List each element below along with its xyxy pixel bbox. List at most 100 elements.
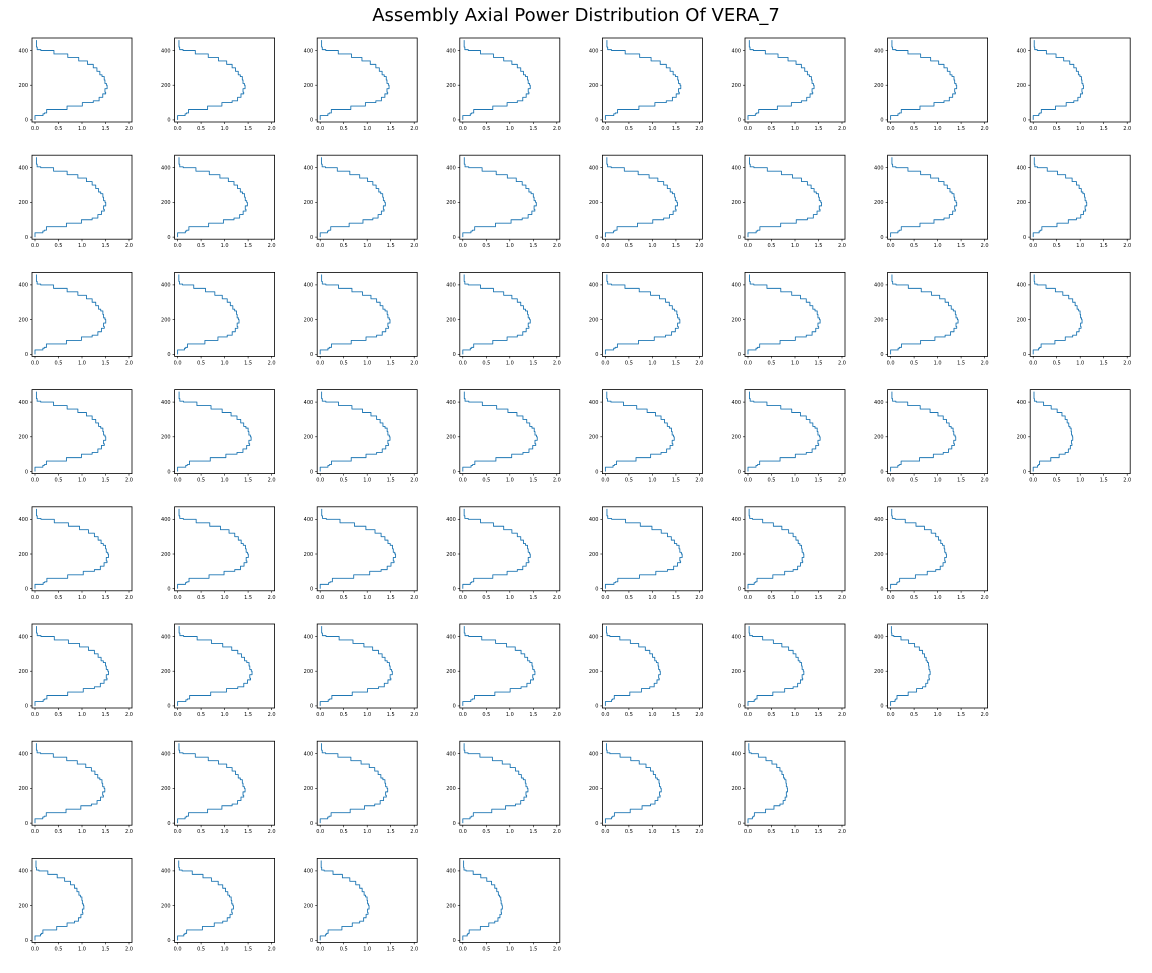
x-tick-label: 1.0	[221, 712, 229, 718]
axes-frame	[459, 37, 561, 123]
x-tick-label: 0.0	[316, 595, 324, 601]
x-tick-label: 1.0	[648, 712, 656, 718]
y-tick-label: 0	[167, 938, 170, 944]
axes-frame	[602, 154, 703, 240]
x-tick-label: 0.5	[340, 243, 348, 249]
y-tick-label: 400	[731, 165, 741, 171]
y-tick-label: 0	[453, 821, 456, 827]
y-tick-label: 200	[874, 552, 884, 558]
x-tick-label: 0.5	[340, 478, 348, 484]
x-tick-label: 1.0	[791, 595, 799, 601]
y-tick-label: 200	[304, 786, 314, 792]
power-curve	[747, 157, 822, 238]
x-tick-label: 1.0	[506, 126, 514, 132]
subplot-49: 0.0 0.5 1.0 1.5 2.0 0 200 400	[161, 740, 276, 835]
y-tick-label: 400	[731, 634, 741, 640]
x-tick-label: 0.5	[482, 712, 490, 718]
x-tick-label: 0.5	[625, 712, 633, 718]
x-tick-label: 1.0	[78, 946, 86, 952]
x-tick-label: 1.0	[78, 829, 86, 835]
y-tick-label: 200	[589, 552, 599, 558]
y-tick-label: 0	[25, 587, 28, 593]
x-tick-label: 0.5	[625, 829, 633, 835]
x-tick-label: 1.0	[78, 126, 86, 132]
power-curve	[319, 40, 390, 120]
x-tick-label: 1.5	[102, 126, 110, 132]
subplot-32: 0.0 0.5 1.0 1.5 2.0 0 200 400	[18, 506, 133, 601]
axes-frame	[744, 37, 846, 123]
x-tick-label: 2.0	[838, 478, 846, 484]
y-tick-label: 200	[731, 786, 741, 792]
y-tick-label: 0	[738, 235, 741, 241]
x-tick-label: 2.0	[1123, 360, 1131, 366]
x-tick-label: 2.0	[838, 829, 846, 835]
x-tick-label: 0.0	[31, 946, 39, 952]
x-tick-label: 2.0	[981, 595, 989, 601]
x-tick-label: 0.0	[174, 595, 182, 601]
x-tick-label: 0.5	[55, 946, 63, 952]
y-tick-label: 200	[18, 200, 28, 206]
x-tick-label: 0.5	[340, 595, 348, 601]
power-curve	[34, 626, 109, 706]
x-tick-label: 0.0	[174, 126, 182, 132]
power-curve	[604, 274, 681, 355]
x-tick-label: 1.0	[648, 478, 656, 484]
x-tick-label: 1.5	[529, 126, 537, 132]
y-tick-label: 200	[446, 200, 456, 206]
y-tick-label: 400	[589, 400, 599, 406]
subplot-1: 0.0 0.5 1.0 1.5 2.0 0 200 400	[161, 37, 276, 132]
x-tick-label: 1.0	[648, 126, 656, 132]
y-tick-label: 0	[453, 235, 456, 241]
subplot-38: 0.0 0.5 1.0 1.5 2.0 0 200 400	[874, 506, 989, 601]
x-tick-label: 1.5	[815, 360, 823, 366]
x-tick-label: 1.5	[672, 829, 680, 835]
y-tick-label: 400	[161, 165, 171, 171]
power-curve	[747, 40, 815, 120]
axes-frame	[174, 154, 276, 240]
x-tick-label: 2.0	[410, 478, 418, 484]
x-tick-label: 2.0	[410, 126, 418, 132]
x-tick-label: 1.0	[363, 712, 371, 718]
y-tick-label: 0	[453, 938, 456, 944]
power-curve	[890, 508, 947, 589]
x-tick-label: 1.5	[957, 712, 965, 718]
x-tick-label: 0.5	[197, 829, 205, 835]
axes-frame	[31, 506, 133, 592]
y-tick-label: 400	[874, 634, 884, 640]
power-curve	[604, 157, 678, 238]
y-tick-label: 200	[161, 200, 171, 206]
subplot-5: 0.0 0.5 1.0 1.5 2.0 0 200 400	[731, 37, 846, 132]
x-tick-label: 2.0	[268, 243, 276, 249]
axes-frame	[316, 506, 418, 592]
x-tick-label: 1.5	[244, 595, 252, 601]
subplot-8: 0.0 0.5 1.0 1.5 2.0 0 200 400	[18, 154, 133, 249]
axes-frame	[174, 740, 276, 826]
y-tick-label: 400	[1017, 400, 1027, 406]
y-tick-label: 200	[446, 669, 456, 675]
power-curve	[319, 508, 397, 589]
axes-frame	[887, 389, 988, 475]
x-tick-label: 1.5	[387, 712, 395, 718]
x-tick-label: 1.0	[363, 243, 371, 249]
x-tick-label: 1.5	[387, 243, 395, 249]
x-tick-label: 0.0	[887, 126, 895, 132]
subplot-41: 0.0 0.5 1.0 1.5 2.0 0 200 400	[161, 623, 276, 718]
power-curve	[604, 508, 683, 589]
y-tick-label: 200	[304, 435, 314, 441]
power-curve	[747, 508, 805, 589]
x-tick-label: 0.5	[625, 126, 633, 132]
x-tick-label: 1.0	[648, 829, 656, 835]
x-tick-label: 1.5	[957, 126, 965, 132]
y-tick-label: 0	[738, 352, 741, 358]
power-curve	[319, 743, 389, 824]
x-tick-label: 2.0	[268, 712, 276, 718]
power-curve	[319, 626, 393, 706]
x-tick-label: 0.5	[340, 712, 348, 718]
y-tick-label: 200	[304, 903, 314, 909]
y-tick-label: 200	[731, 83, 741, 89]
x-tick-label: 2.0	[268, 946, 276, 952]
axes-frame	[602, 506, 703, 592]
y-tick-label: 200	[874, 200, 884, 206]
x-tick-label: 1.0	[78, 712, 86, 718]
x-tick-label: 0.0	[887, 360, 895, 366]
